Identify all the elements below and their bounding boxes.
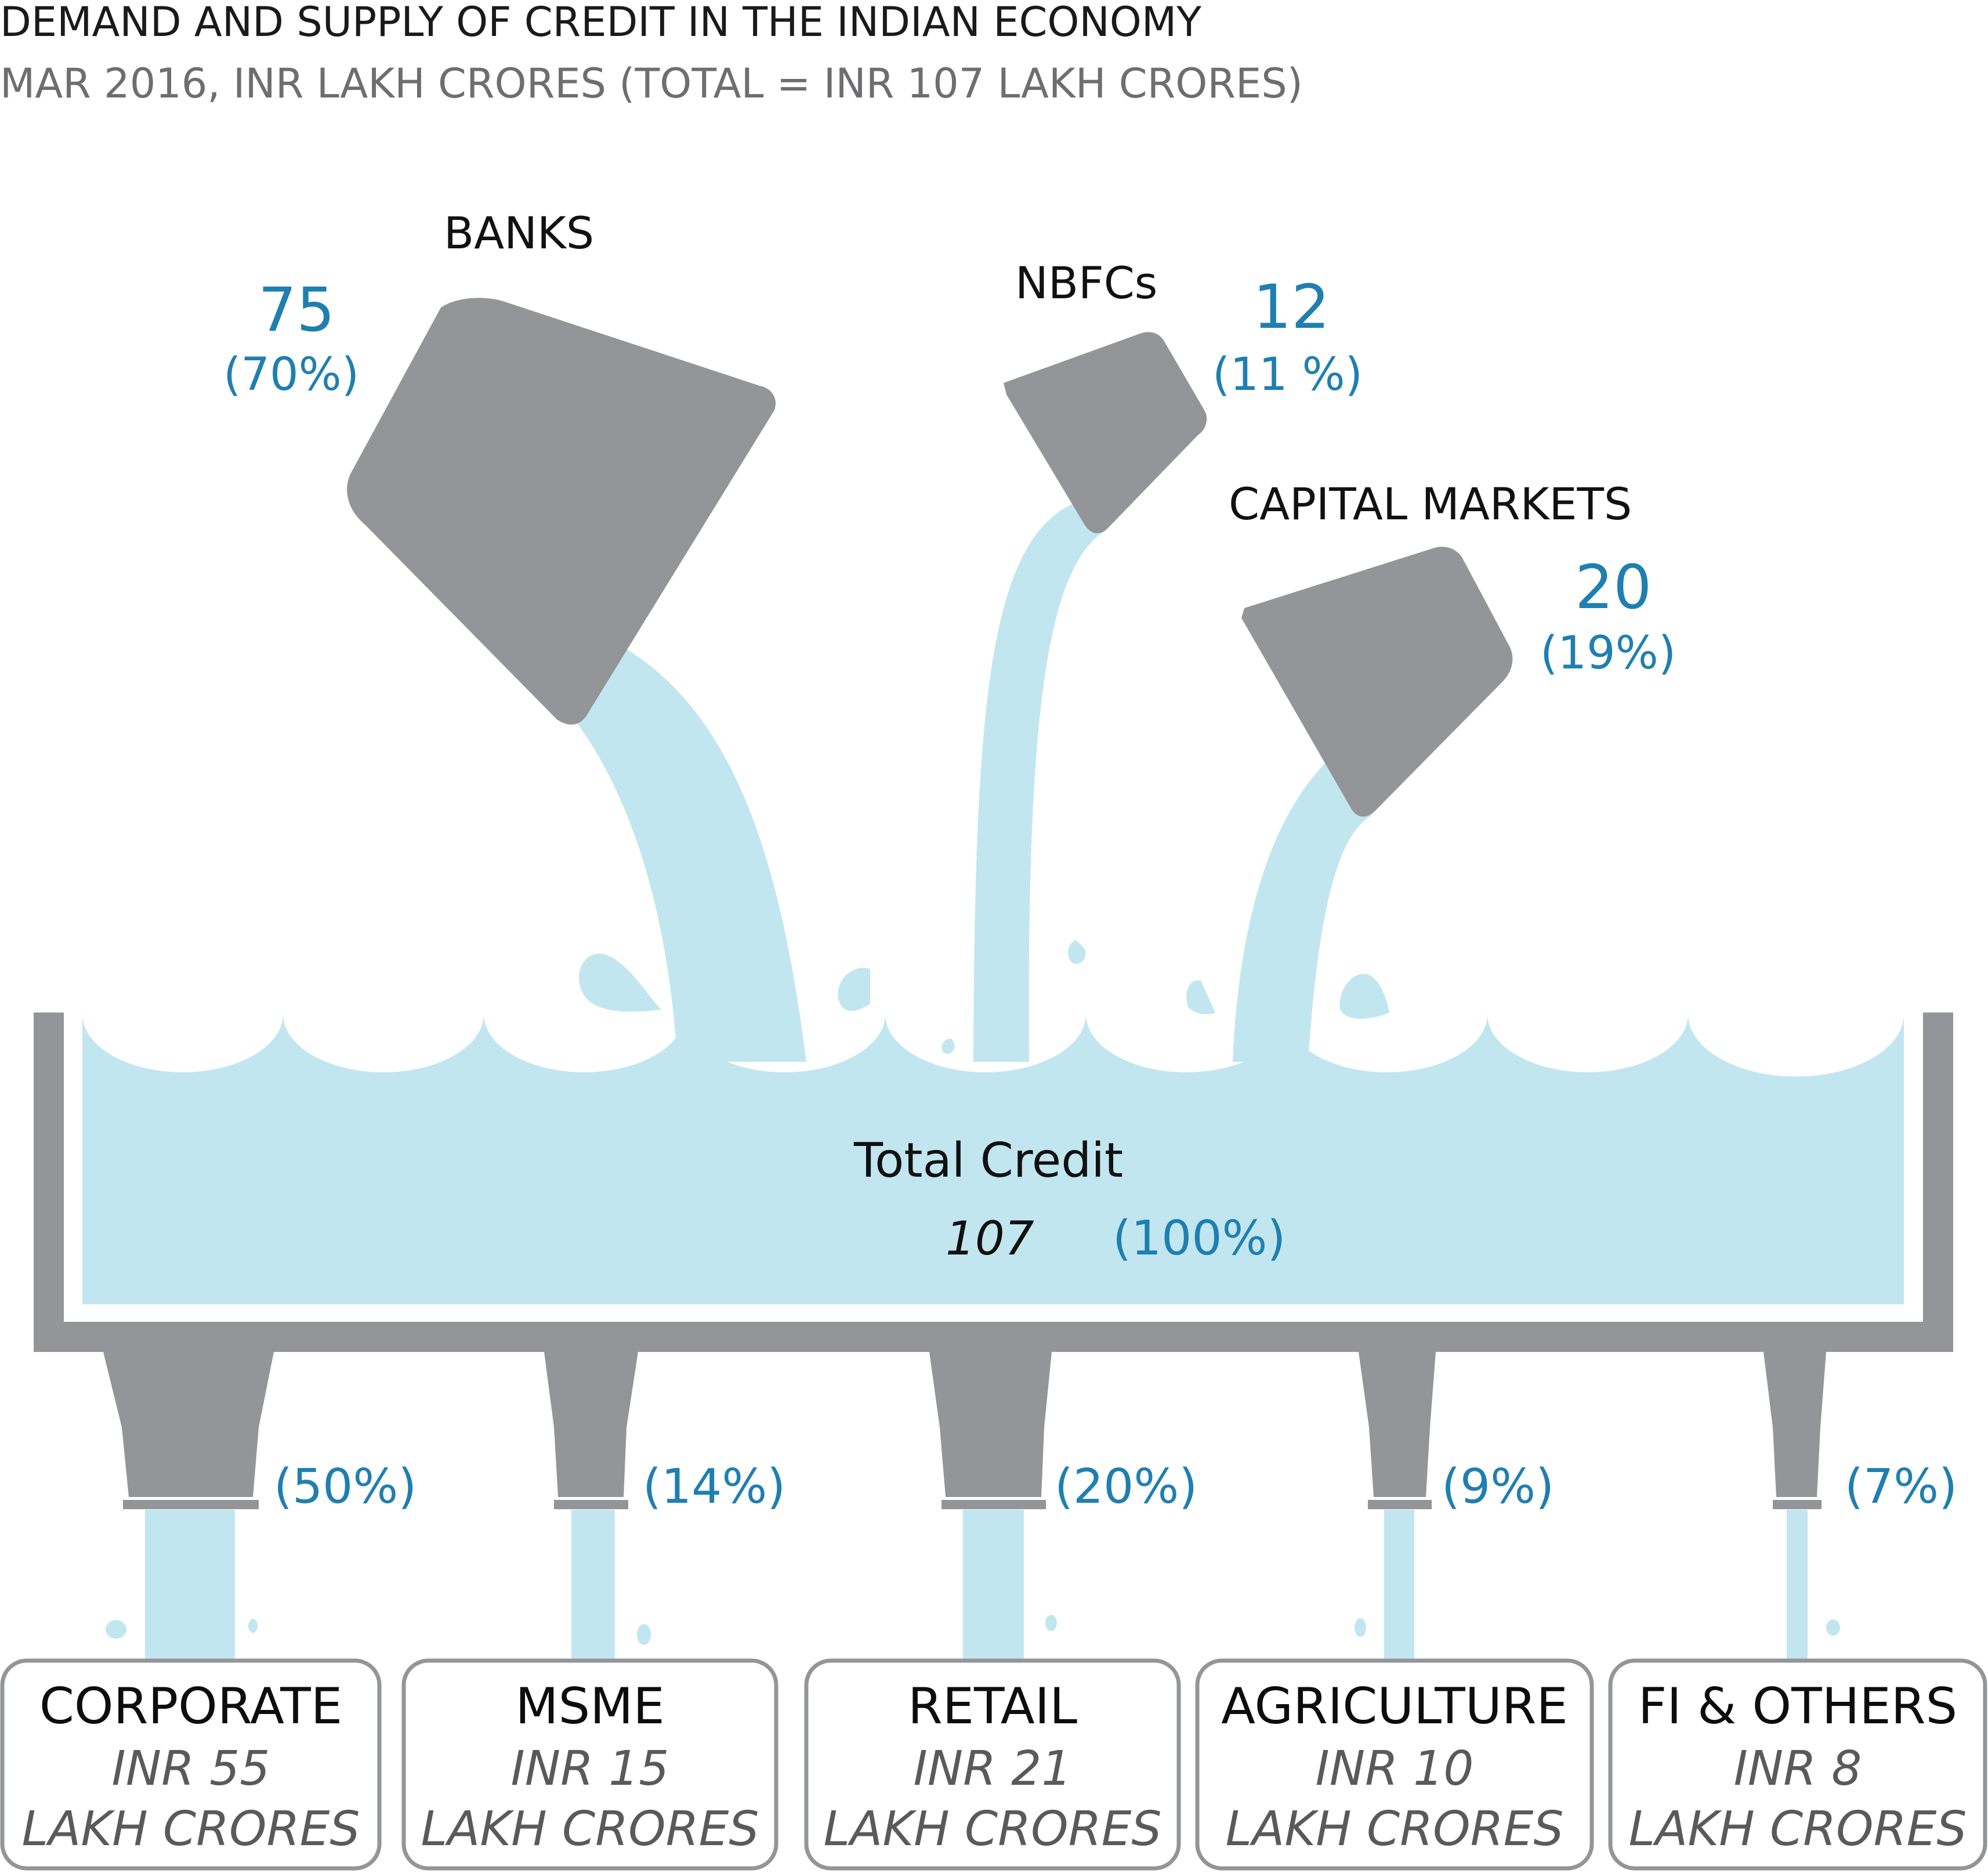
- chart-title: DEMAND AND SUPPLY OF CREDIT IN THE INDIA…: [0, 0, 1201, 46]
- sink-title: FI & OTHERS: [1638, 1677, 1957, 1735]
- sink-box-msme: MSME INR 15 LAKH CRORES: [401, 1658, 778, 1871]
- fi-others-pct: (7%): [1845, 1459, 1957, 1514]
- splash-droplet: [1067, 940, 1086, 964]
- sink-box-retail: RETAIL INR 21 LAKH CRORES: [804, 1658, 1181, 1871]
- banks-value: 75: [258, 274, 335, 345]
- sink-amount: INR 55: [112, 1741, 270, 1796]
- banks-bucket-icon: [347, 298, 776, 725]
- sink-title: CORPORATE: [39, 1677, 342, 1735]
- nbfcs-pct: (11 %): [1212, 349, 1363, 401]
- chart-subtitle: MAR 2016, INR LAKH CRORES (TOTAL = INR 1…: [0, 60, 1303, 107]
- banks-pct: (70%): [223, 349, 359, 401]
- sink-unit: LAKH CRORES: [22, 1802, 360, 1857]
- sink-title: MSME: [515, 1677, 664, 1735]
- capital-markets-stream: [1233, 754, 1372, 1062]
- splash-droplet: [942, 1039, 955, 1054]
- sink-amount: INR 15: [511, 1741, 669, 1796]
- outlet-funnels: [103, 1352, 1826, 1509]
- tank-frame: [34, 1013, 1953, 1352]
- msme-pct: (14%): [643, 1459, 785, 1514]
- total-credit-label: Total Credit: [853, 1133, 1123, 1188]
- splash-droplet: [579, 953, 661, 1012]
- outflow-streams: [106, 1510, 1840, 1661]
- msme-funnel: [544, 1352, 638, 1497]
- corporate-pct: (50%): [274, 1459, 417, 1514]
- sink-box-corporate: CORPORATE INR 55 LAKH CRORES: [0, 1658, 382, 1871]
- agriculture-funnel: [1359, 1352, 1436, 1497]
- banks-label: BANKS: [444, 207, 594, 259]
- tank-water: [82, 1014, 1904, 1304]
- retail-funnel: [929, 1352, 1052, 1497]
- splash-droplet: [838, 968, 870, 1011]
- nbfcs-stream: [973, 496, 1105, 1062]
- capital-markets-label: CAPITAL MARKETS: [1229, 478, 1632, 530]
- nbfcs-bucket-icon: [1004, 332, 1207, 534]
- corporate-funnel: [103, 1352, 274, 1497]
- nbfcs-value: 12: [1253, 272, 1330, 342]
- sink-amount: INR 21: [914, 1741, 1072, 1796]
- fi-others-funnel: [1764, 1352, 1826, 1497]
- nbfcs-label: NBFCs: [1015, 257, 1157, 309]
- sink-amount: INR 10: [1316, 1741, 1474, 1796]
- sink-title: AGRICULTURE: [1221, 1677, 1568, 1735]
- sink-box-agriculture: AGRICULTURE INR 10 LAKH CRORES: [1195, 1658, 1594, 1871]
- total-credit-pct: (100%): [1113, 1211, 1285, 1266]
- splash-droplet: [1186, 980, 1215, 1014]
- sink-amount: INR 8: [1734, 1741, 1862, 1796]
- capital-markets-value: 20: [1575, 552, 1652, 623]
- retail-pct: (20%): [1055, 1459, 1197, 1514]
- sink-unit: LAKH CRORES: [1629, 1802, 1967, 1857]
- capital-markets-bucket-icon: [1241, 547, 1513, 817]
- splash-droplet: [1339, 974, 1389, 1019]
- sink-unit: LAKH CRORES: [824, 1802, 1162, 1857]
- sink-title: RETAIL: [908, 1677, 1077, 1735]
- sink-unit: LAKH CRORES: [1226, 1802, 1564, 1857]
- capital-markets-pct: (19%): [1540, 627, 1676, 679]
- water-streams: [574, 496, 1389, 1062]
- sink-unit: LAKH CRORES: [421, 1802, 759, 1857]
- sink-box-fi-others: FI & OTHERS INR 8 LAKH CRORES: [1608, 1658, 1987, 1871]
- agriculture-pct: (9%): [1442, 1459, 1554, 1514]
- banks-stream: [574, 644, 806, 1062]
- total-credit-value: 107: [946, 1212, 1034, 1265]
